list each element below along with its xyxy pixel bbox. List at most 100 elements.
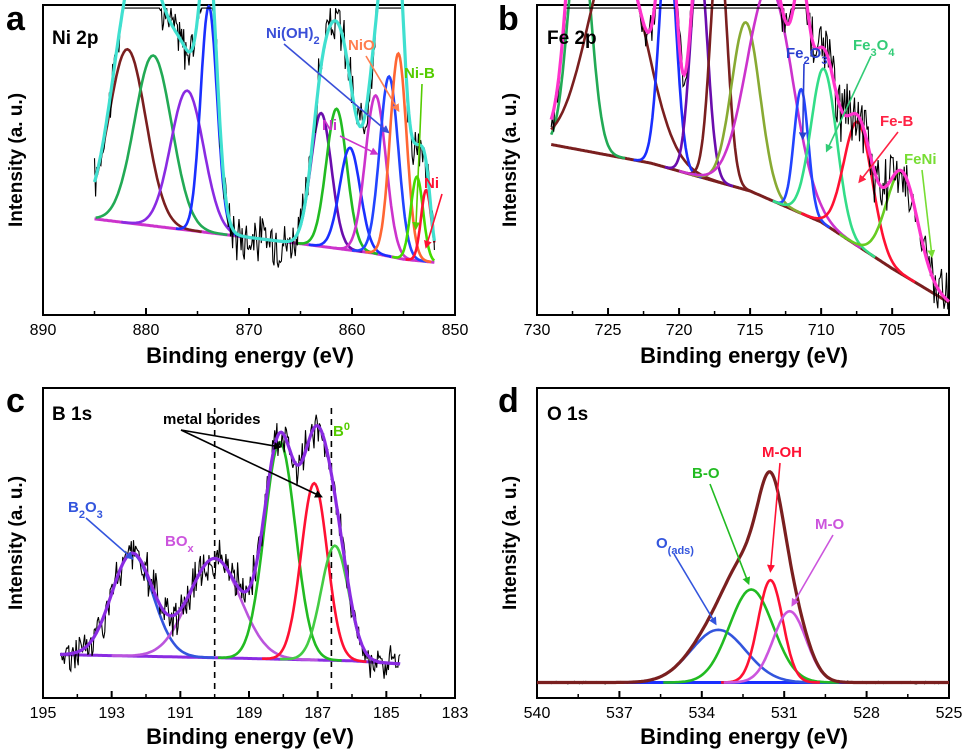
x-tick-label: 528	[853, 705, 880, 722]
annotation-arrow	[85, 517, 134, 560]
annotation-text-part: Ni	[424, 175, 439, 192]
ticks-layer: 540 537 534 531 528 525	[524, 691, 963, 722]
plot-frame	[536, 387, 950, 699]
y-axis-label: Intensity (a. u.)	[500, 93, 521, 227]
plot-layer	[59, 408, 401, 693]
annotation-arrow	[798, 63, 807, 141]
annotation-layer: Ni(OH)2 NiO Ni-B Ni Ni	[266, 25, 443, 249]
component-peak-10	[365, 51, 432, 264]
annotation-arrow	[825, 55, 872, 153]
component-peak-3	[720, 578, 821, 684]
x-tick-label: 715	[737, 322, 764, 339]
annotation-text-part: B	[68, 499, 79, 516]
x-tick-label: 537	[606, 705, 633, 722]
annotation-layer: O(ads) B-O M-OH M-O	[656, 444, 844, 626]
experimental-data-line	[550, 7, 949, 310]
component-peak-9	[772, 67, 876, 259]
panel-title: Ni 2p	[52, 28, 98, 49]
x-tick-label: 705	[879, 322, 906, 339]
annotation-mo: M-O	[815, 516, 844, 533]
annotation-text-part: Fe	[786, 45, 804, 62]
x-tick-label: 534	[688, 705, 715, 722]
x-tick-label: 710	[808, 322, 835, 339]
annotation-oads: O(ads)	[656, 535, 694, 557]
panel-letter: a	[6, 0, 26, 38]
annotation-text-part: Fe-B	[880, 113, 914, 130]
annotation-text-part: M-OH	[762, 444, 802, 461]
y-axis-label: Intensity (a. u.)	[6, 476, 27, 610]
annotation-b0: B0	[333, 421, 350, 440]
annotation-fe2o3: Fe2O3	[786, 45, 827, 67]
component-peak-4	[262, 481, 367, 663]
annotation-feb: Fe-B	[880, 113, 914, 130]
component-peak-1	[608, 628, 829, 684]
annotation-ni_mid: Ni	[322, 117, 337, 134]
annotation-text-part: FeNi	[904, 151, 937, 168]
x-tick-label: 191	[167, 705, 194, 722]
plot-layer	[549, 0, 951, 310]
annotation-arrow	[180, 429, 323, 498]
experimental-data-line	[536, 470, 950, 685]
x-tick-label: 860	[339, 322, 366, 339]
component-peak-1	[550, 0, 626, 160]
annotation-moh: M-OH	[762, 444, 802, 461]
fit-envelope-line	[60, 424, 401, 666]
x-tick-label: 720	[666, 322, 693, 339]
x-tick-label: 193	[98, 705, 125, 722]
panel-letter: b	[498, 0, 519, 38]
annotation-b2o3: B2O3	[68, 499, 103, 521]
annotation-borides: metal borides	[163, 411, 261, 428]
annotation-text-part: 3	[871, 47, 877, 59]
annotation-text-part: 2	[314, 35, 320, 47]
annotation-text-part: Ni-B	[404, 65, 435, 82]
panel-title: O 1s	[547, 404, 588, 425]
ticks-layer: 195 193 191 189 187 185 183	[30, 691, 469, 722]
ticks-layer: 730 725 720 715 710 705	[524, 308, 906, 339]
annotation-feni: FeNi	[904, 151, 937, 168]
annotation-text-part: 3	[821, 55, 827, 67]
annotation-arrow	[180, 429, 282, 450]
annotation-arrow	[709, 483, 751, 586]
annotation-text-part: 3	[97, 509, 103, 521]
component-peak-10	[800, 120, 916, 284]
x-tick-label: 850	[442, 322, 469, 339]
ticks-layer: 890 880 870 860 850	[30, 308, 469, 339]
x-tick-label: 187	[304, 705, 331, 722]
x-tick-label: 531	[771, 705, 798, 722]
panel-letter: c	[6, 382, 25, 420]
component-peak-3	[218, 440, 342, 662]
component-peak-4	[175, 4, 243, 238]
plot-frame	[536, 4, 950, 316]
plot-layer	[92, 0, 436, 268]
fit-envelope-line	[537, 470, 949, 685]
x-tick-label: 195	[30, 705, 57, 722]
x-tick-label: 183	[442, 705, 469, 722]
component-peak-7	[678, 0, 862, 250]
annotation-text-part: 0	[344, 421, 350, 433]
component-peak-4	[664, 0, 734, 188]
panel-title: Fe 2p	[547, 28, 597, 49]
panel-title: B 1s	[52, 404, 92, 425]
annotation-text-part: O	[656, 535, 668, 552]
plot-area: 540 537 534 531 528 525 O(ads) B-O M-OH M-O	[524, 387, 963, 722]
x-tick-label: 890	[30, 322, 57, 339]
annotation-text-part: O	[85, 499, 97, 516]
component-peak-5	[684, 0, 754, 194]
x-tick-label: 525	[936, 705, 963, 722]
annotation-arrow	[767, 462, 781, 573]
annotation-text-part: B	[333, 423, 344, 440]
component-peak-3	[121, 89, 254, 240]
x-axis-label: Binding energy (eV)	[146, 343, 354, 368]
plot-frame	[42, 4, 456, 316]
background-line	[550, 143, 950, 304]
annotation-box: BOx	[165, 533, 195, 555]
annotation-arrow	[921, 169, 936, 259]
annotation-text-part: B-O	[692, 465, 720, 482]
component-peak-3	[633, 0, 703, 179]
y-axis-label: Intensity (a. u.)	[500, 476, 521, 610]
